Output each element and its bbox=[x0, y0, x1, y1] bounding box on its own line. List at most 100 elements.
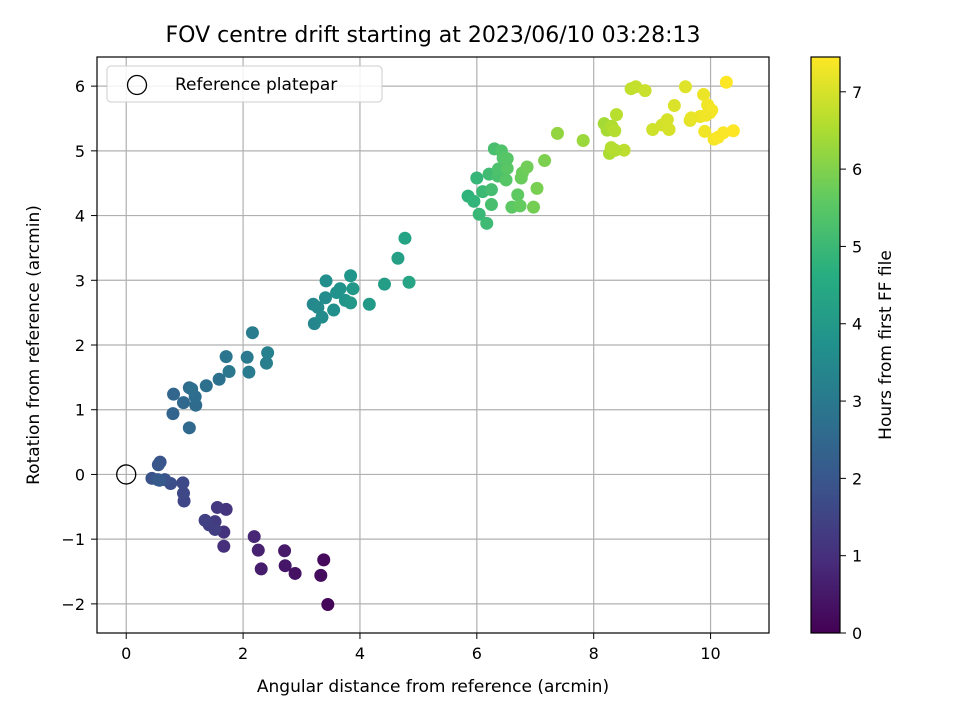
data-point bbox=[314, 568, 328, 582]
colorbar-tick-label: 0 bbox=[852, 624, 862, 643]
y-tick-label: 6 bbox=[75, 77, 85, 96]
legend-box bbox=[106, 65, 383, 103]
data-point bbox=[470, 171, 484, 185]
data-point bbox=[247, 530, 261, 544]
data-point bbox=[327, 303, 341, 317]
colorbar-tick-label: 5 bbox=[852, 237, 862, 256]
data-point bbox=[402, 275, 416, 289]
y-tick-label: 0 bbox=[75, 465, 85, 484]
data-point bbox=[520, 160, 534, 174]
y-tick-label: −2 bbox=[61, 595, 85, 614]
data-point bbox=[176, 396, 190, 410]
x-tick-label: 10 bbox=[700, 644, 720, 663]
data-point bbox=[513, 199, 527, 213]
reference-marker bbox=[116, 464, 137, 485]
colorbar-frame bbox=[810, 56, 841, 634]
data-point bbox=[511, 188, 525, 202]
x-axis-label: Angular distance from reference (arcmin) bbox=[257, 677, 609, 697]
data-point bbox=[245, 326, 259, 340]
data-point bbox=[472, 207, 486, 221]
data-point bbox=[391, 251, 405, 265]
reference-point-marker bbox=[116, 464, 137, 485]
data-point bbox=[254, 562, 268, 576]
data-point bbox=[480, 216, 494, 230]
chart-title: FOV centre drift starting at 2023/06/10 … bbox=[166, 23, 701, 48]
data-point bbox=[344, 296, 358, 310]
data-point bbox=[527, 200, 541, 214]
data-point bbox=[398, 231, 412, 245]
data-point bbox=[604, 141, 618, 155]
x-tick-label: 0 bbox=[121, 644, 131, 663]
data-point bbox=[726, 124, 740, 138]
colorbar-tick-label: 6 bbox=[852, 160, 862, 179]
y-tick-label: −1 bbox=[61, 530, 85, 549]
data-point bbox=[467, 194, 481, 208]
data-point bbox=[678, 80, 692, 94]
data-point bbox=[346, 282, 360, 296]
data-point bbox=[321, 598, 335, 612]
y-axis-ticks: −2 −1 0 1 2 3 4 5 6 bbox=[61, 77, 97, 614]
data-point bbox=[660, 113, 674, 127]
colorbar bbox=[811, 57, 840, 633]
y-tick-label: 5 bbox=[75, 142, 85, 161]
y-tick-label: 2 bbox=[75, 336, 85, 355]
data-point bbox=[608, 124, 622, 138]
y-tick-label: 3 bbox=[75, 271, 85, 290]
data-point bbox=[716, 126, 730, 140]
data-point bbox=[362, 297, 376, 311]
x-tick-label: 6 bbox=[472, 644, 482, 663]
x-tick-label: 4 bbox=[355, 644, 365, 663]
colorbar-tick-label: 7 bbox=[852, 83, 862, 102]
y-tick-label: 4 bbox=[75, 207, 85, 226]
data-point bbox=[182, 421, 196, 435]
legend-label-reference: Reference platepar bbox=[175, 75, 337, 95]
legend-marker-reference bbox=[126, 74, 148, 96]
data-point bbox=[176, 486, 190, 500]
data-point bbox=[499, 173, 513, 187]
data-point bbox=[315, 310, 329, 324]
data-point bbox=[240, 350, 254, 364]
data-point bbox=[538, 154, 552, 168]
data-point bbox=[344, 269, 358, 283]
y-axis-label: Rotation from reference (arcmin) bbox=[24, 205, 44, 485]
data-point bbox=[667, 99, 681, 113]
data-point bbox=[333, 282, 347, 296]
data-point bbox=[185, 382, 199, 396]
colorbar-ticks: 0 1 2 3 4 5 6 7 bbox=[840, 83, 862, 643]
data-point bbox=[199, 379, 213, 393]
data-point bbox=[166, 407, 180, 421]
data-point bbox=[484, 183, 498, 197]
colorbar-label: Hours from first FF file bbox=[876, 250, 896, 440]
data-point bbox=[222, 365, 236, 379]
data-point bbox=[208, 522, 222, 536]
data-point bbox=[697, 88, 711, 102]
data-point bbox=[198, 513, 212, 527]
colorbar-tick-label: 2 bbox=[852, 469, 862, 488]
data-point bbox=[251, 543, 265, 557]
colorbar-tick-label: 4 bbox=[852, 315, 862, 334]
data-point bbox=[151, 458, 165, 472]
data-point bbox=[242, 365, 256, 379]
legend: Reference platepar bbox=[106, 65, 383, 103]
data-point bbox=[259, 356, 273, 370]
data-point bbox=[261, 346, 275, 360]
data-point bbox=[576, 133, 590, 147]
grid-lines bbox=[97, 57, 769, 633]
data-points bbox=[145, 75, 740, 612]
data-point bbox=[311, 300, 325, 314]
x-axis-ticks: 0 2 4 6 8 10 bbox=[121, 633, 721, 663]
data-point bbox=[167, 387, 181, 401]
data-point bbox=[176, 476, 190, 490]
data-point bbox=[212, 372, 226, 386]
data-point bbox=[278, 544, 292, 558]
data-point bbox=[484, 198, 498, 212]
data-point bbox=[377, 277, 391, 291]
data-point bbox=[219, 350, 233, 364]
data-point bbox=[210, 500, 224, 514]
data-point bbox=[288, 566, 302, 580]
data-point bbox=[500, 152, 514, 166]
data-point bbox=[698, 124, 712, 138]
x-tick-label: 8 bbox=[589, 644, 599, 663]
